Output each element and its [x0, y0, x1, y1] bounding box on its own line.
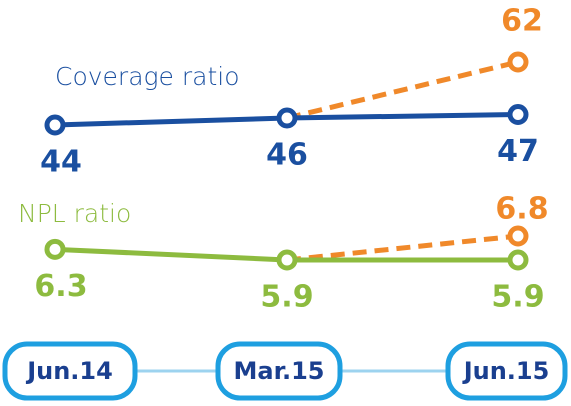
category-pill — [445, 341, 568, 401]
category-pill — [215, 341, 343, 401]
value-label: 47 — [497, 134, 539, 169]
projection-line — [286, 233, 519, 263]
value-label: 5.9 — [260, 280, 313, 315]
series-name: NPL ratio — [18, 199, 131, 228]
projection-marker — [507, 225, 529, 247]
marker — [276, 107, 298, 129]
value-label: 46 — [266, 138, 308, 173]
category-pill — [2, 341, 138, 401]
value-label: 5.9 — [491, 280, 544, 315]
value-label: 44 — [40, 145, 82, 180]
projection-label: 6.8 — [495, 192, 548, 227]
projection-line — [286, 59, 519, 121]
category-label: Jun.14 — [25, 357, 113, 385]
projection-marker — [507, 51, 529, 73]
category-label: Jun.15 — [462, 357, 550, 385]
category-label: Mar.15 — [233, 357, 324, 385]
marker — [44, 238, 66, 260]
projection-label: 62 — [501, 4, 543, 39]
marker — [507, 249, 529, 271]
value-label: 6.3 — [34, 269, 87, 304]
marker — [276, 249, 298, 271]
marker — [44, 114, 66, 136]
marker — [507, 104, 529, 125]
series-name: Coverage ratio — [55, 62, 240, 91]
